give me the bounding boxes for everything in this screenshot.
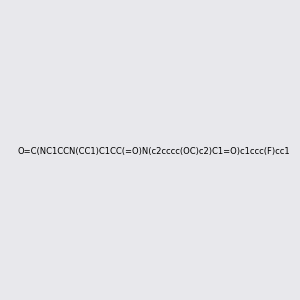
Text: O=C(NC1CCN(CC1)C1CC(=O)N(c2cccc(OC)c2)C1=O)c1ccc(F)cc1: O=C(NC1CCN(CC1)C1CC(=O)N(c2cccc(OC)c2)C1… <box>17 147 290 156</box>
